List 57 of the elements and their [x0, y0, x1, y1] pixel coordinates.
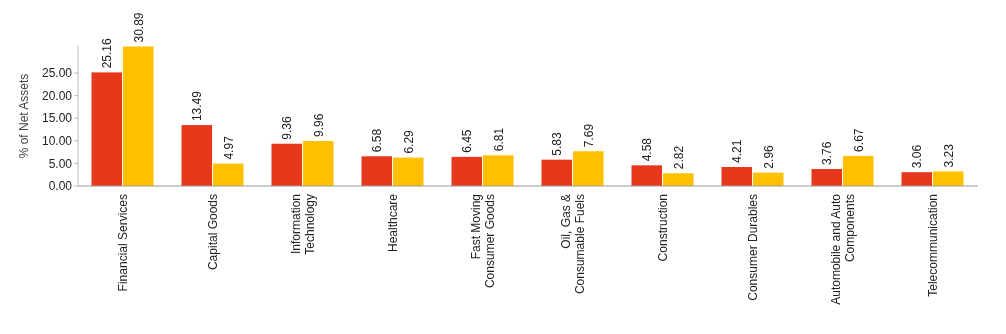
data-label: 13.49	[190, 90, 205, 122]
data-label: 2.96	[761, 144, 776, 169]
x-tick-label: Telecommunication	[926, 194, 940, 297]
data-label: 3.06	[910, 144, 925, 169]
data-label: 9.96	[311, 113, 326, 138]
data-label: 6.29	[401, 129, 416, 154]
bar	[303, 141, 334, 186]
bar	[541, 159, 572, 186]
y-tick-label: 25.00	[41, 66, 73, 81]
x-tick-label: Healthcare	[386, 193, 400, 253]
x-tick-label: Oil, Gas & Consumable Fuels	[559, 194, 587, 295]
bar	[393, 157, 424, 186]
bar	[843, 155, 874, 186]
x-tick-label: Automobile and Auto Components	[829, 193, 857, 305]
x-tick-label: Construction	[656, 194, 670, 262]
bar	[631, 165, 662, 186]
data-label: 6.67	[851, 128, 866, 152]
data-label: 4.58	[640, 137, 655, 162]
bar	[91, 72, 122, 186]
bar	[811, 169, 842, 186]
bar	[483, 155, 514, 186]
bar	[451, 156, 482, 186]
data-label: 7.69	[581, 123, 596, 148]
y-tick-label: 5.00	[48, 156, 73, 171]
y-tick-label: 20.00	[41, 88, 73, 103]
bar	[573, 151, 604, 186]
data-label: 2.82	[671, 145, 686, 170]
y-tick-label: 15.00	[41, 111, 73, 126]
data-label: 3.76	[820, 141, 835, 166]
bar	[181, 125, 212, 186]
y-tick-label: 0.00	[48, 179, 73, 194]
bar	[933, 171, 964, 186]
bar	[753, 172, 784, 186]
data-label: 5.83	[550, 131, 565, 156]
bar	[663, 173, 694, 186]
data-label: 3.23	[941, 143, 956, 168]
data-label: 6.81	[491, 127, 506, 152]
data-label: 6.58	[370, 128, 385, 153]
x-tick-label: Information Technology	[289, 194, 317, 255]
x-tick-label: Consumer Durables	[746, 194, 760, 301]
y-tick-label: 10.00	[41, 134, 73, 149]
data-label: 4.21	[730, 139, 745, 163]
data-label: 6.45	[460, 129, 475, 153]
bar	[123, 46, 154, 186]
y-axis-title: % of Net Assets	[17, 73, 31, 159]
bar	[721, 166, 752, 186]
data-label: 4.97	[221, 135, 236, 160]
bar	[271, 143, 302, 186]
bar	[901, 172, 932, 186]
bar	[361, 156, 392, 186]
x-tick-label: Financial Services	[116, 194, 130, 292]
data-label: 9.36	[280, 116, 295, 140]
data-label: 25.16	[100, 38, 115, 69]
bar	[213, 163, 244, 186]
x-tick-label: Capital Goods	[206, 194, 220, 271]
data-label: 30.89	[131, 12, 146, 43]
x-tick-label: Fast Moving Consumer Goods	[469, 194, 497, 289]
